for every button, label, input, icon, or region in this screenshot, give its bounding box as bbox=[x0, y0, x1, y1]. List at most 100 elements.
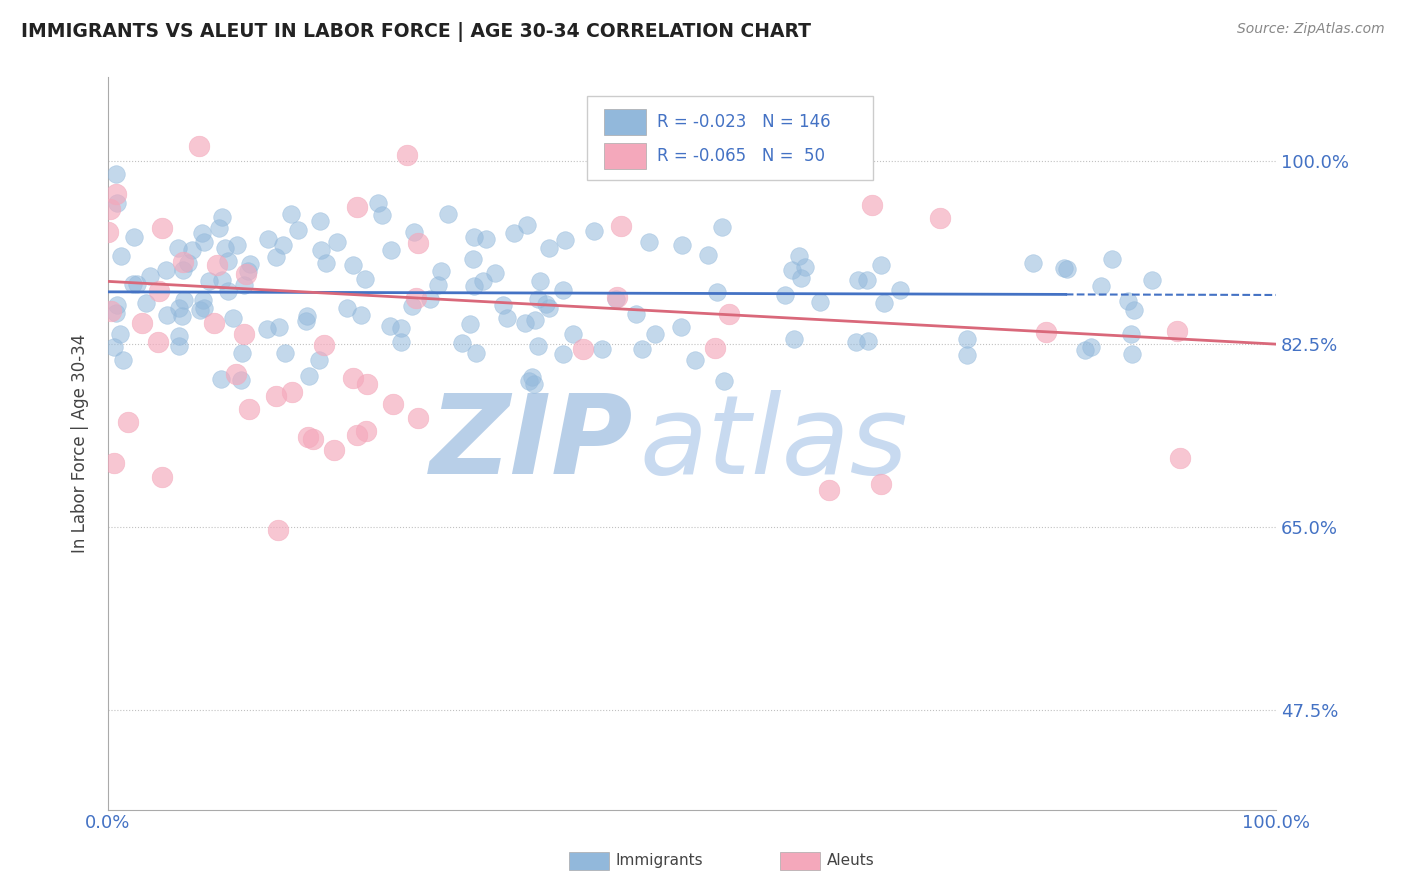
Point bbox=[281, 384, 304, 399]
Point bbox=[217, 284, 239, 298]
Point bbox=[169, 339, 191, 353]
Point bbox=[122, 229, 145, 244]
Point bbox=[1035, 325, 1057, 339]
Point bbox=[309, 243, 332, 257]
Point bbox=[782, 263, 804, 277]
Point bbox=[264, 389, 287, 403]
Point bbox=[873, 295, 896, 310]
Point bbox=[527, 292, 550, 306]
Point bbox=[97, 225, 120, 239]
Point bbox=[591, 342, 613, 356]
Point bbox=[1121, 347, 1143, 361]
Point bbox=[516, 218, 538, 232]
Point bbox=[193, 235, 215, 249]
Point bbox=[713, 375, 735, 389]
Point bbox=[294, 314, 316, 328]
Text: R = -0.023   N = 146: R = -0.023 N = 146 bbox=[657, 113, 831, 131]
Point bbox=[529, 274, 551, 288]
Point bbox=[172, 255, 194, 269]
Point bbox=[280, 207, 302, 221]
Point bbox=[105, 298, 128, 312]
Point bbox=[463, 252, 485, 266]
Point bbox=[146, 334, 169, 349]
Point bbox=[380, 319, 402, 334]
Point bbox=[238, 402, 260, 417]
Point bbox=[150, 469, 173, 483]
Point bbox=[404, 225, 426, 239]
Point bbox=[1166, 324, 1188, 338]
Point bbox=[471, 274, 494, 288]
Point bbox=[671, 238, 693, 252]
Point bbox=[103, 340, 125, 354]
Point bbox=[122, 277, 145, 292]
Point bbox=[239, 257, 262, 271]
Text: ZIP: ZIP bbox=[430, 390, 634, 497]
Point bbox=[1090, 279, 1112, 293]
Point bbox=[336, 301, 359, 315]
Point bbox=[1121, 326, 1143, 341]
Point bbox=[669, 319, 692, 334]
Point bbox=[1074, 343, 1097, 357]
Point bbox=[233, 326, 256, 341]
Text: Immigrants: Immigrants bbox=[616, 854, 703, 868]
Point bbox=[491, 298, 513, 312]
Point bbox=[298, 369, 321, 384]
Point bbox=[193, 301, 215, 315]
Point bbox=[956, 347, 979, 361]
Point bbox=[1170, 451, 1192, 466]
Point bbox=[1101, 252, 1123, 266]
Point bbox=[155, 262, 177, 277]
Point bbox=[401, 299, 423, 313]
Point bbox=[683, 353, 706, 368]
Point bbox=[718, 307, 741, 321]
Point bbox=[515, 316, 537, 330]
Point bbox=[346, 200, 368, 214]
Point bbox=[342, 258, 364, 272]
Point bbox=[644, 326, 666, 341]
Point bbox=[551, 347, 574, 361]
Point bbox=[832, 133, 855, 147]
Point bbox=[353, 272, 375, 286]
Point bbox=[787, 249, 810, 263]
Point bbox=[562, 327, 585, 342]
Point bbox=[105, 167, 128, 181]
Point bbox=[256, 232, 278, 246]
Point bbox=[274, 345, 297, 359]
Point bbox=[846, 273, 869, 287]
Point bbox=[229, 373, 252, 387]
Point bbox=[703, 341, 725, 355]
Point bbox=[346, 428, 368, 442]
Point bbox=[267, 523, 290, 537]
Text: atlas: atlas bbox=[640, 390, 908, 497]
Point bbox=[889, 283, 911, 297]
Text: IMMIGRANTS VS ALEUT IN LABOR FORCE | AGE 30-34 CORRELATION CHART: IMMIGRANTS VS ALEUT IN LABOR FORCE | AGE… bbox=[21, 22, 811, 42]
Point bbox=[232, 278, 254, 293]
Point bbox=[389, 320, 412, 334]
Point bbox=[870, 258, 893, 272]
Point bbox=[367, 196, 389, 211]
Point bbox=[1022, 256, 1045, 270]
Point bbox=[269, 320, 291, 334]
Point bbox=[205, 259, 228, 273]
Point bbox=[1118, 293, 1140, 308]
Point bbox=[315, 256, 337, 270]
FancyBboxPatch shape bbox=[586, 95, 873, 180]
Point bbox=[297, 430, 319, 444]
Point bbox=[463, 230, 485, 244]
Point bbox=[191, 226, 214, 240]
Point bbox=[207, 221, 229, 235]
Point bbox=[551, 283, 574, 297]
Point bbox=[382, 397, 405, 411]
Point bbox=[638, 235, 661, 250]
Point bbox=[706, 285, 728, 299]
Point bbox=[554, 233, 576, 247]
Point bbox=[526, 339, 548, 353]
Point bbox=[406, 236, 429, 251]
Point bbox=[177, 256, 200, 270]
Point bbox=[125, 277, 148, 291]
Point bbox=[537, 301, 560, 315]
Point bbox=[436, 207, 458, 221]
Point bbox=[1080, 340, 1102, 354]
Point bbox=[322, 443, 344, 458]
Point bbox=[818, 483, 841, 498]
